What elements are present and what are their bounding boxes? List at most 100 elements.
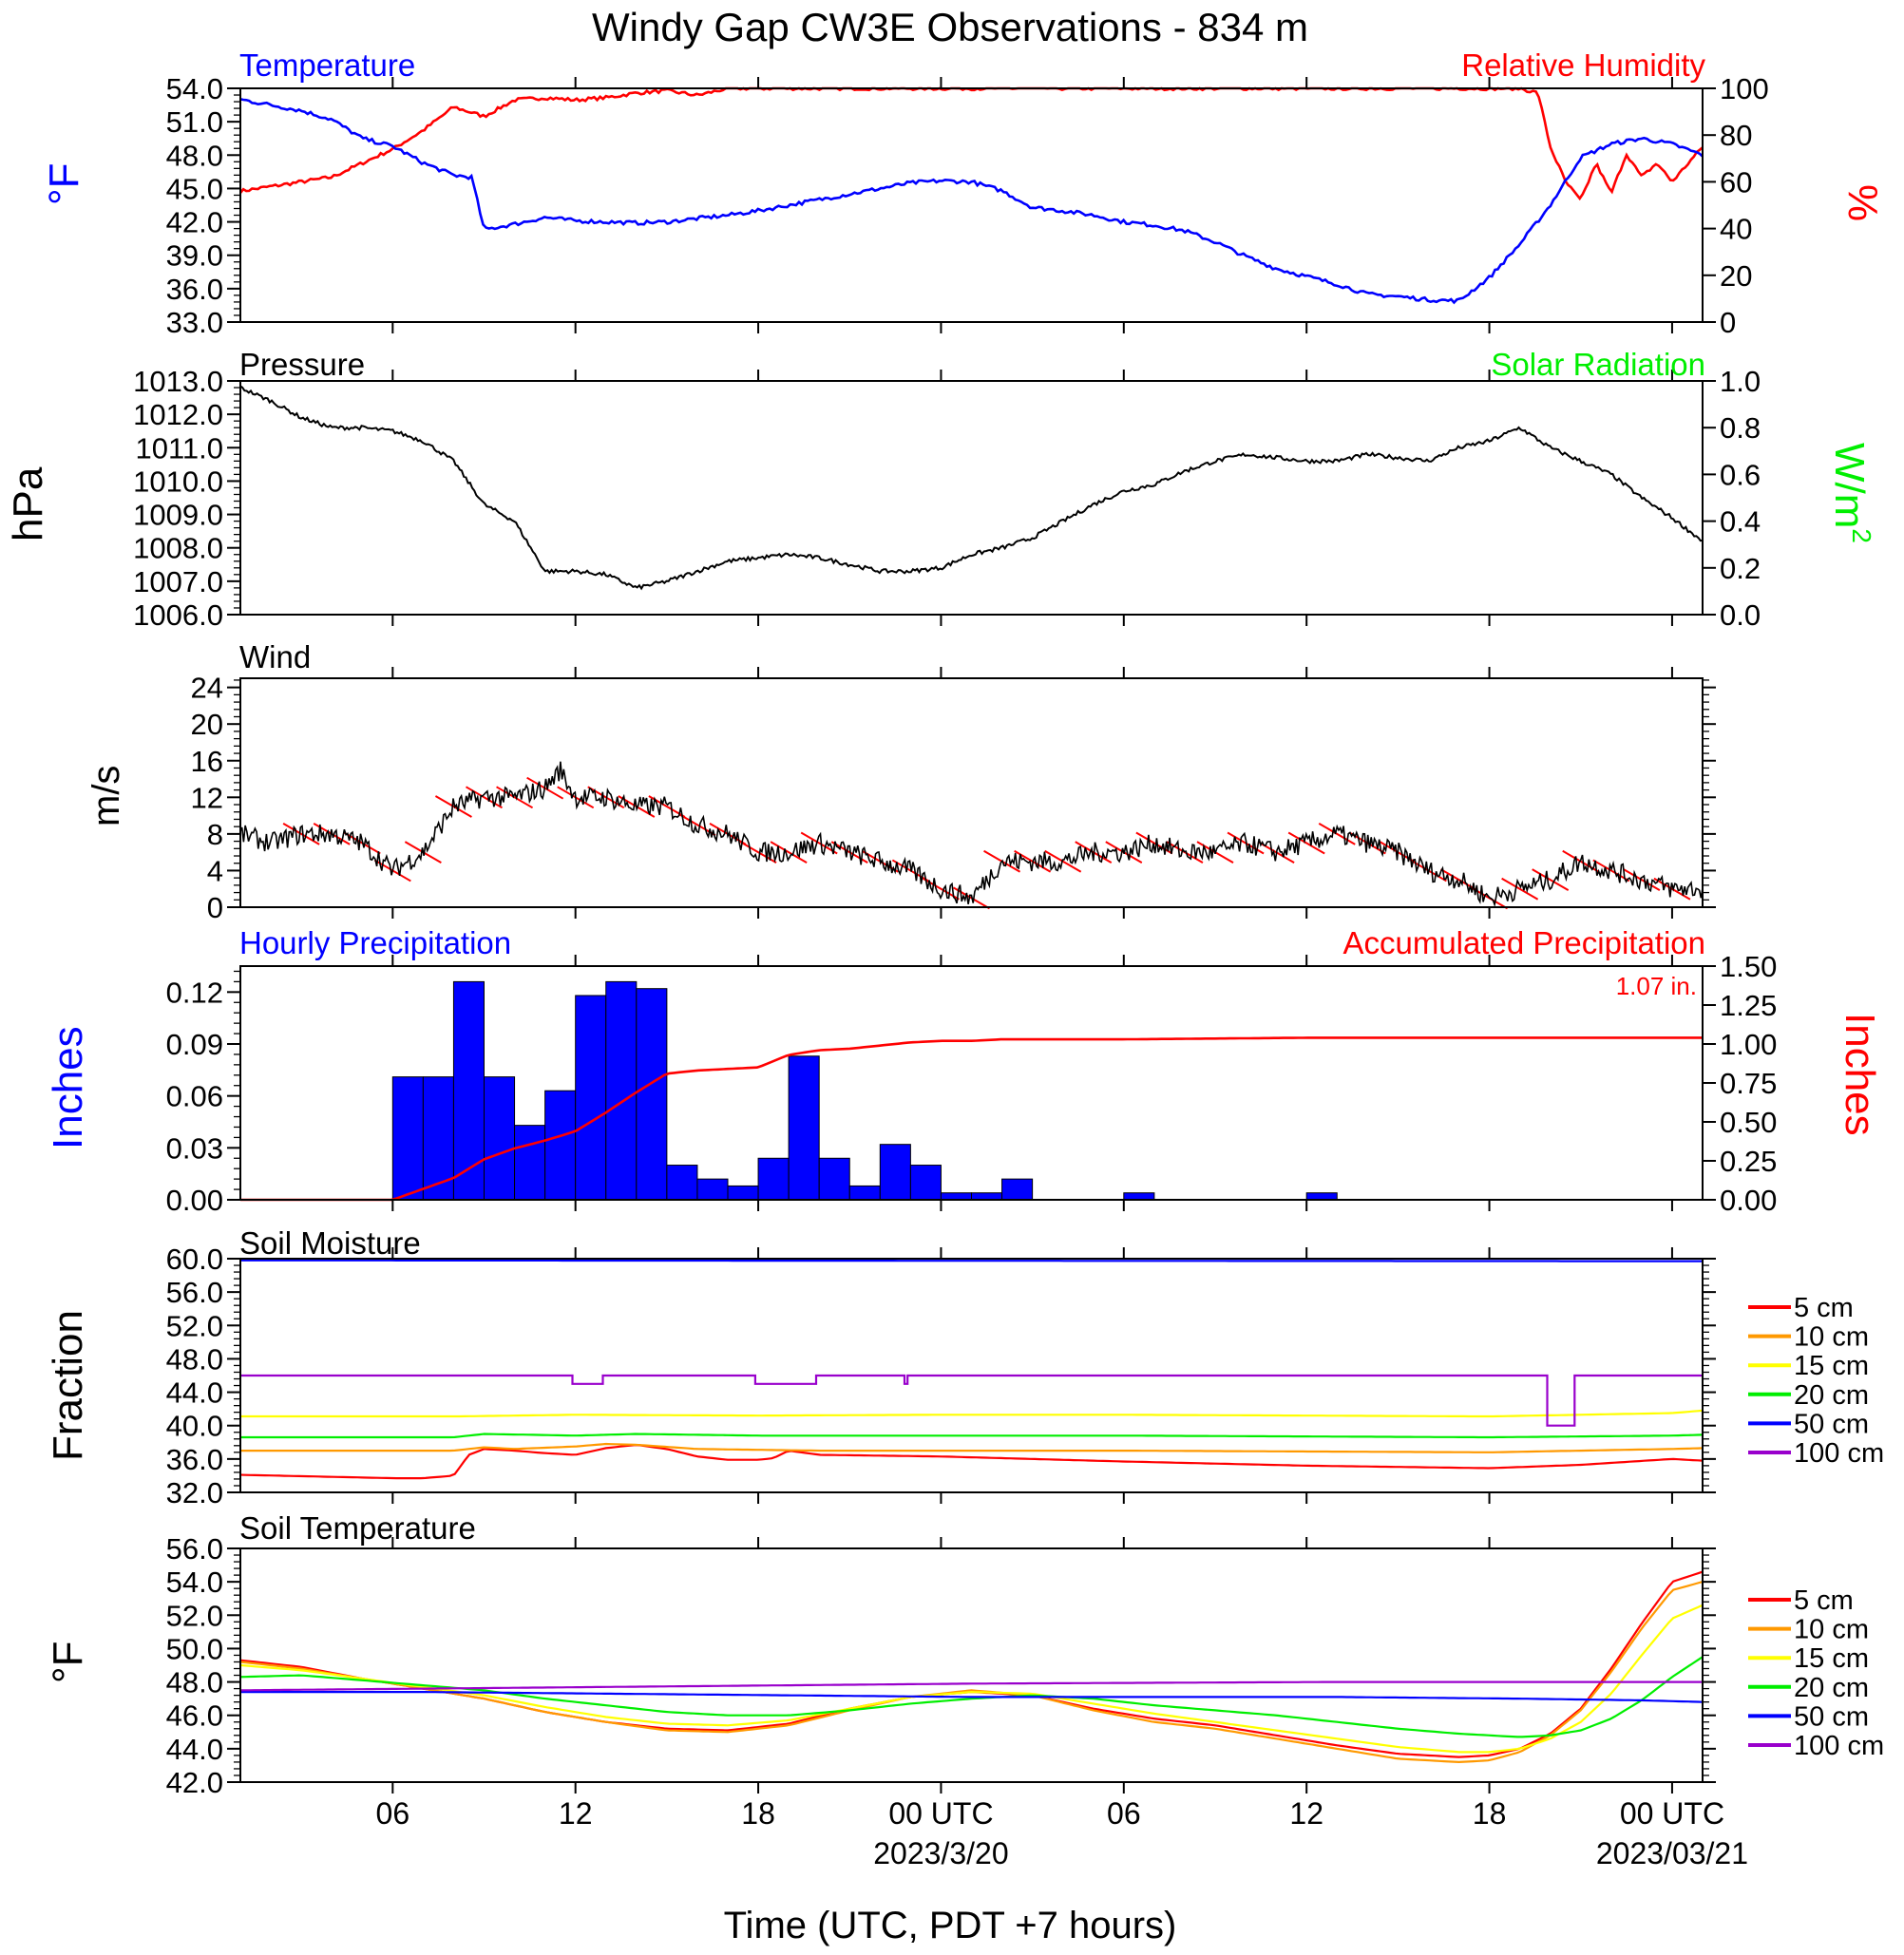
wind-barb xyxy=(1318,823,1356,845)
wind-title: Wind xyxy=(239,639,311,674)
y-tick-label-right: 0.50 xyxy=(1720,1106,1777,1139)
y-tick-label-left: 33.0 xyxy=(166,306,223,339)
depth-line xyxy=(240,1374,1703,1427)
precip-bar xyxy=(575,995,607,1201)
hourly-precip-title: Hourly Precipitation xyxy=(239,925,511,960)
wind-barb xyxy=(282,823,320,845)
y-tick-label-left: 0.12 xyxy=(166,976,223,1009)
y-tick-label-left: 56.0 xyxy=(166,1276,223,1309)
legend-label: 5 cm xyxy=(1794,1293,1854,1323)
depth-line xyxy=(240,1691,1704,1703)
precip-bar xyxy=(666,1165,698,1201)
pressure-unit: hPa xyxy=(5,466,51,541)
y-tick-label-right: 1.00 xyxy=(1720,1028,1777,1061)
depth-line xyxy=(240,1259,1703,1262)
solar-unit-base: W/m xyxy=(1826,443,1873,528)
panel-soil-temp: 42.044.046.048.050.052.054.056.0 Soil Te… xyxy=(45,1510,1884,1799)
humidity-title: Relative Humidity xyxy=(1461,47,1705,83)
precip-bar xyxy=(788,1055,820,1201)
y-tick-label-right: 20 xyxy=(1720,259,1752,293)
y-tick-label-left: 42.0 xyxy=(166,1766,223,1799)
y-tick-label-left: 4 xyxy=(207,854,223,887)
legend-label: 15 cm xyxy=(1794,1351,1869,1381)
temperature-line xyxy=(239,98,1704,305)
temperature-title: Temperature xyxy=(239,47,415,83)
y-tick-label-left: 48.0 xyxy=(166,139,223,172)
soil-temp-unit: °F xyxy=(45,1642,91,1683)
wind-barb xyxy=(465,786,504,809)
depth-line xyxy=(239,1570,1704,1758)
y-tick-label-right: 0.00 xyxy=(1720,1184,1777,1217)
y-tick-label-right: 60 xyxy=(1720,165,1752,199)
y-tick-label-left: 44.0 xyxy=(166,1733,223,1766)
chart-title: Windy Gap CW3E Observations - 834 m xyxy=(592,5,1308,49)
y-tick-label-left: 32.0 xyxy=(166,1476,223,1509)
y-tick-label-left: 20 xyxy=(191,708,223,741)
y-tick-label-left: 12 xyxy=(191,781,223,814)
x-tick-label: 06 xyxy=(376,1796,410,1831)
wind-barb xyxy=(1075,841,1113,864)
y-tick-label-left: 40.0 xyxy=(166,1410,223,1443)
wind-barb xyxy=(496,786,534,809)
y-tick-label-left: 45.0 xyxy=(166,172,223,205)
depth-line xyxy=(240,1409,1704,1418)
y-tick-label-left: 50.0 xyxy=(166,1632,223,1665)
x-tick-label: 18 xyxy=(1473,1796,1507,1831)
legend-label: 50 cm xyxy=(1794,1409,1869,1439)
accum-precip-unit: Inches xyxy=(1837,1013,1883,1136)
accum-precip-title: Accumulated Precipitation xyxy=(1342,925,1705,960)
precip-bar xyxy=(636,988,668,1201)
temperature-unit: °F xyxy=(41,163,87,205)
precip-bar xyxy=(879,1144,911,1201)
y-tick-label-left: 60.0 xyxy=(166,1243,223,1276)
legend-label: 100 cm xyxy=(1794,1438,1884,1469)
soil-temp-title: Soil Temperature xyxy=(239,1510,476,1546)
precip-bar xyxy=(422,1076,454,1201)
legend-label: 50 cm xyxy=(1794,1701,1869,1732)
precip-bar xyxy=(1123,1192,1155,1201)
y-tick-label-left: 24 xyxy=(191,672,223,705)
y-tick-label-left: 46.0 xyxy=(166,1699,223,1733)
y-tick-label-right: 0.25 xyxy=(1720,1145,1777,1178)
wind-barb xyxy=(1653,877,1691,901)
soil-moisture-title: Soil Moisture xyxy=(239,1225,421,1261)
y-tick-label-left: 39.0 xyxy=(166,239,223,273)
precip-bar xyxy=(818,1157,850,1201)
precip-bar xyxy=(940,1192,972,1201)
x-date-label: 2023/3/20 xyxy=(873,1836,1008,1870)
y-tick-label-right: 0.8 xyxy=(1720,411,1761,445)
precip-bar xyxy=(1001,1178,1034,1201)
y-tick-label-left: 44.0 xyxy=(166,1376,223,1410)
legend-label: 20 cm xyxy=(1794,1673,1869,1703)
plot-frame xyxy=(239,1547,1704,1783)
y-tick-label-left: 0.09 xyxy=(166,1028,223,1061)
wind-barb xyxy=(1501,877,1539,901)
y-tick-label-right: 0.2 xyxy=(1720,552,1761,585)
wind-barb xyxy=(434,795,472,818)
y-tick-label-left: 48.0 xyxy=(166,1342,223,1376)
y-tick-label-left: 54.0 xyxy=(166,1566,223,1599)
y-tick-label-left: 36.0 xyxy=(166,273,223,306)
x-tick-label: 18 xyxy=(741,1796,775,1831)
legend-label: 10 cm xyxy=(1794,1322,1869,1353)
depth-line xyxy=(239,1581,1704,1764)
y-tick-label-left: 36.0 xyxy=(166,1443,223,1476)
depth-line xyxy=(239,1604,1704,1754)
wind-barb xyxy=(1287,831,1325,855)
x-tick-label: 12 xyxy=(559,1796,593,1831)
precip-bar xyxy=(1305,1192,1338,1201)
y-tick-label-left: 0.03 xyxy=(166,1131,223,1165)
x-tick-label: 00 UTC xyxy=(1620,1796,1724,1831)
precip-bar xyxy=(848,1185,881,1201)
y-tick-label-left: 0.06 xyxy=(166,1080,223,1113)
wind-barb xyxy=(770,841,808,864)
y-tick-label-left: 1010.0 xyxy=(133,465,223,498)
plot-frame xyxy=(239,87,1704,323)
legend-label: 15 cm xyxy=(1794,1643,1869,1674)
y-tick-label-right: 1.50 xyxy=(1720,950,1777,983)
precip-bar xyxy=(696,1178,729,1201)
y-tick-label-right: 0.6 xyxy=(1720,458,1761,491)
